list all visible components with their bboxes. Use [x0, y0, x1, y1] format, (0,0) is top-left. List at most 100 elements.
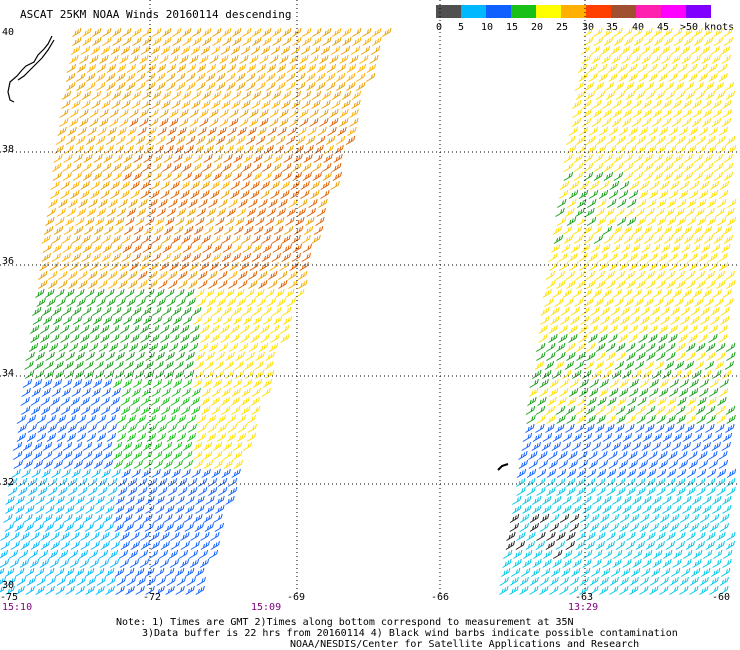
- wind-barb: [248, 198, 258, 208]
- wind-barb: [105, 567, 115, 577]
- wind-barb: [64, 522, 74, 532]
- wind-barb: [134, 369, 145, 379]
- wind-barb: [538, 324, 548, 334]
- wind-barb: [173, 459, 184, 469]
- wind-barb: [622, 432, 633, 442]
- wind-barb: [706, 414, 716, 424]
- wind-barb: [345, 72, 356, 82]
- wind-barb: [266, 81, 276, 91]
- wind-barb: [677, 63, 688, 73]
- wind-barb: [142, 27, 152, 37]
- wind-barb: [553, 549, 563, 559]
- wind-barb: [148, 198, 158, 208]
- wind-barb: [654, 81, 664, 91]
- wind-barb: [322, 36, 332, 46]
- wind-barb: [636, 216, 647, 226]
- wind-barb: [659, 585, 669, 595]
- wind-barb: [606, 531, 616, 541]
- wind-barb: [37, 270, 48, 280]
- wind-barb: [249, 117, 259, 127]
- wind-barb: [162, 171, 172, 181]
- wind-barb: [546, 486, 556, 496]
- wind-barb: [271, 99, 281, 109]
- wind-barb: [604, 81, 614, 91]
- wind-barb: [155, 495, 165, 505]
- wind-barb: [69, 558, 80, 568]
- wind-barb: [565, 405, 576, 415]
- wind-barb: [211, 405, 221, 415]
- wind-barb: [167, 486, 178, 496]
- wind-barb: [578, 252, 588, 262]
- wind-barb: [76, 207, 86, 217]
- wind-barb: [301, 252, 311, 262]
- wind-barb: [612, 288, 622, 298]
- wind-barb: [252, 378, 263, 388]
- wind-barb: [595, 405, 606, 415]
- wind-barb: [56, 414, 67, 424]
- wind-barb: [57, 270, 68, 280]
- wind-barb: [593, 153, 603, 163]
- wind-barb: [65, 72, 76, 82]
- wind-barb: [187, 477, 198, 487]
- legend-label: >50 knots: [680, 22, 735, 33]
- wind-barb: [193, 513, 203, 523]
- wind-barb: [168, 549, 179, 559]
- wind-barb: [94, 369, 105, 379]
- wind-barb: [180, 333, 190, 343]
- wind-barb: [231, 468, 241, 478]
- wind-barb: [562, 495, 572, 505]
- wind-barb: [181, 387, 191, 397]
- wind-barb: [208, 198, 218, 208]
- wind-barb: [57, 423, 67, 433]
- wind-barb: [211, 252, 221, 262]
- wind-barb: [656, 279, 666, 289]
- wind-barb: [92, 243, 102, 253]
- wind-barb: [650, 45, 660, 55]
- wind-barb: [90, 333, 100, 343]
- wind-barb: [120, 333, 130, 343]
- wind-barb: [716, 486, 726, 496]
- wind-barb: [115, 567, 125, 577]
- wind-barb: [272, 315, 283, 325]
- wind-barb: [191, 99, 201, 109]
- wind-barb: [199, 261, 209, 271]
- lon-label-60: -60: [712, 592, 731, 603]
- wind-barb: [676, 144, 687, 154]
- wind-barb: [233, 225, 244, 235]
- wind-barb: [630, 243, 641, 253]
- wind-barb: [655, 90, 666, 100]
- wind-barb: [226, 297, 236, 307]
- wind-barb: [62, 306, 72, 316]
- wind-barb: [663, 162, 674, 172]
- wind-barb: [706, 486, 716, 496]
- wind-barb: [75, 495, 85, 505]
- wind-barb: [153, 450, 163, 460]
- pass-time-1329: 13:29: [568, 602, 599, 613]
- wind-barb: [104, 369, 115, 379]
- wind-barb: [592, 495, 602, 505]
- wind-barb: [225, 351, 235, 361]
- wind-barb: [232, 315, 243, 325]
- wind-barb: [715, 423, 725, 433]
- wind-barb: [30, 531, 40, 541]
- wind-barb: [195, 72, 206, 82]
- wind-barb: [329, 108, 339, 118]
- wind-barb: [50, 540, 60, 550]
- wind-barb: [158, 198, 168, 208]
- wind-barb: [703, 162, 714, 172]
- wind-barb: [556, 486, 566, 496]
- wind-barb: [666, 351, 676, 361]
- wind-barb: [657, 198, 667, 208]
- wind-barb: [722, 432, 733, 442]
- wind-barb: [645, 423, 655, 433]
- wind-barb: [671, 441, 681, 451]
- wind-barb: [198, 342, 209, 352]
- wind-barb: [264, 360, 274, 370]
- wind-barb: [95, 351, 105, 361]
- wind-barb: [0, 558, 10, 568]
- wind-barb: [680, 243, 691, 253]
- wind-barb: [232, 162, 242, 172]
- wind-barb: [623, 234, 634, 244]
- wind-barb: [588, 189, 599, 199]
- wind-barb: [32, 441, 43, 451]
